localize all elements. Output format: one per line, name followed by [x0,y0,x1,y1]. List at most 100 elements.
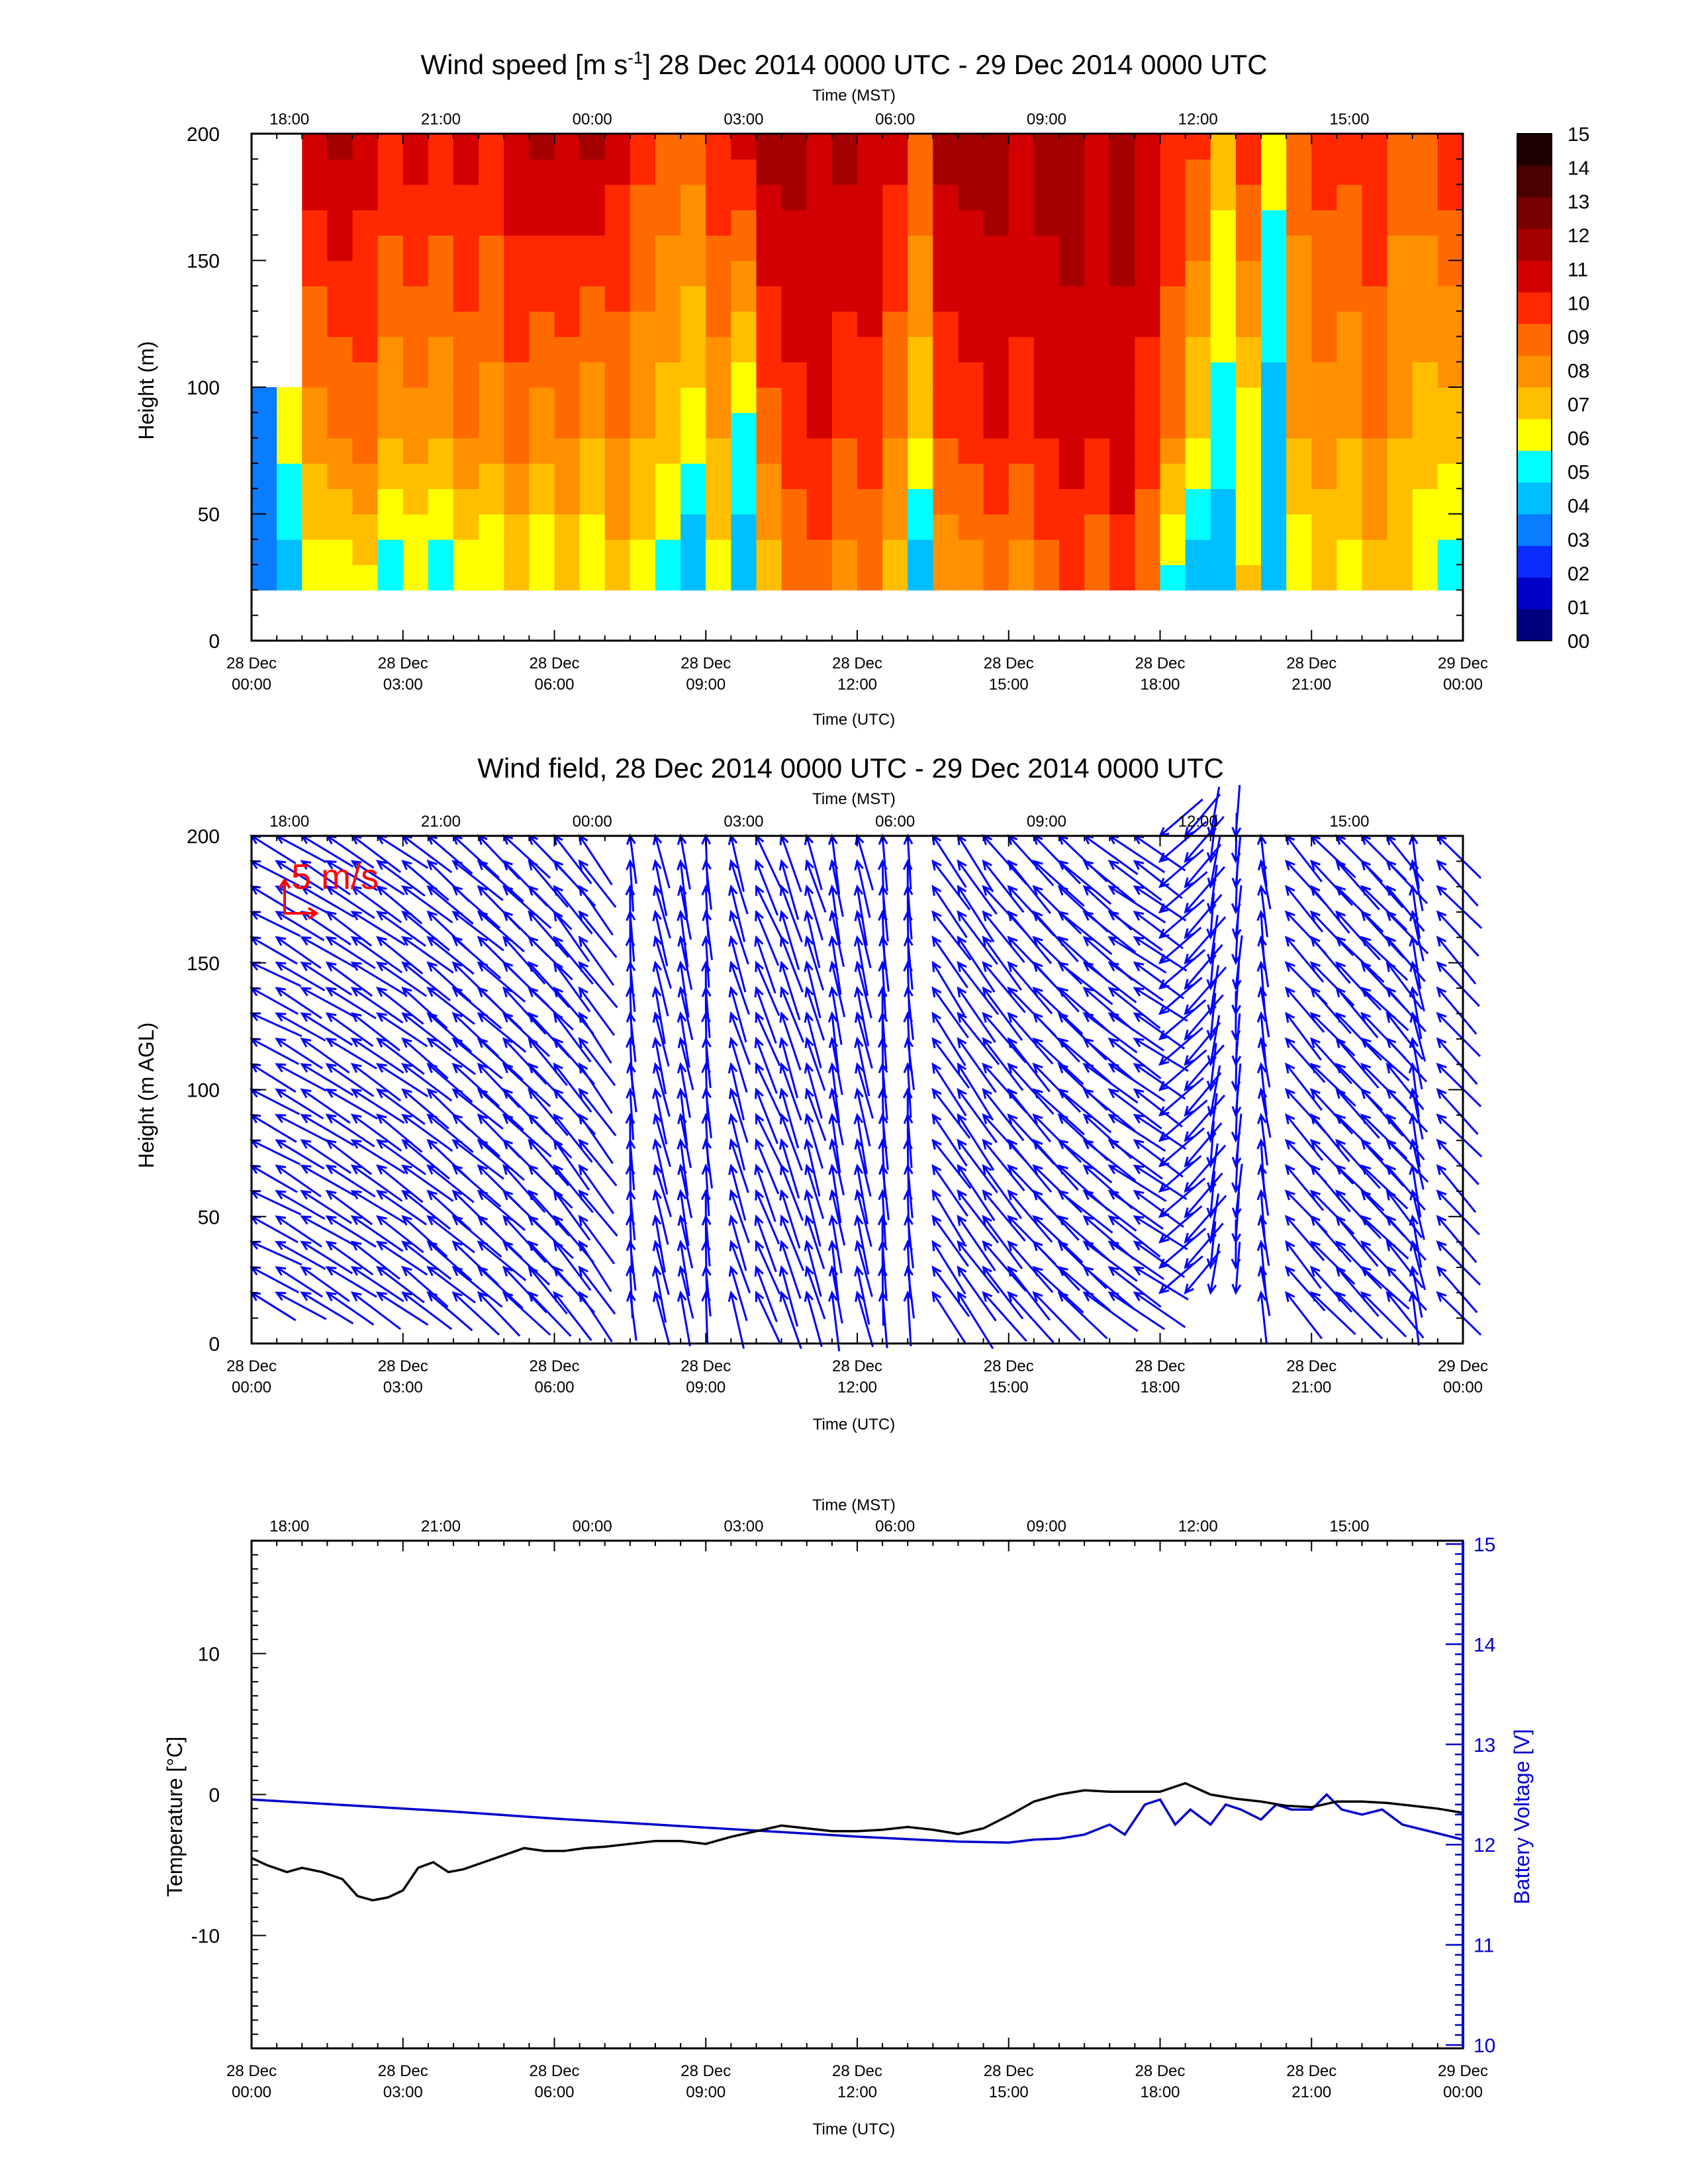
heatmap-cell [554,235,581,261]
wind-vector-head [375,961,387,972]
heatmap-cell [1109,488,1136,515]
wind-vector-head [528,1240,538,1251]
heatmap-cell [1109,463,1136,489]
wind-vector [780,1165,804,1221]
heatmap-cell [377,488,404,515]
wind-vector [1084,962,1137,1003]
wind-vector-head [982,1265,992,1277]
wind-vector [1159,927,1202,964]
heatmap-cell [1261,134,1287,160]
heatmap-cell [1008,209,1035,236]
wind-vector [755,1089,779,1144]
wind-vector [1209,1093,1218,1141]
wind-vector-head [904,1265,914,1277]
wind-vector-head [652,909,662,922]
wind-vector-head [652,1290,663,1302]
heatmap-cell [1261,260,1287,287]
heatmap-cell [731,565,757,591]
heatmap-cell [756,285,782,312]
wind-vector [1436,1089,1479,1135]
wind-vector [1084,1241,1138,1282]
wind-vector-head [779,1291,789,1302]
heatmap-cell [402,184,429,210]
wind-vector [1008,1140,1053,1193]
wind-vector [932,1013,966,1066]
wind-vector [326,1215,377,1248]
wind-vector-head [804,1240,814,1251]
heatmap-cell [352,387,379,414]
wind-vector [780,1242,802,1299]
wind-vector [301,1089,351,1124]
heatmap-cell [1109,285,1136,312]
wind-vector-head [1310,1113,1321,1124]
wind-vector-head [325,1012,337,1023]
heatmap-cell [781,209,808,236]
wind-vector-head [828,1214,839,1226]
wind-vector-head [275,962,287,972]
heatmap-cell [1084,463,1111,489]
wind-vector-head [350,961,362,972]
x-tick-label-day: 28 Dec [226,1357,277,1375]
wind-vector-head [1032,986,1043,997]
heatmap-cell [327,285,353,312]
heatmap-cell [1412,209,1438,236]
wind-vector-head [651,1036,662,1048]
heatmap-cell [1362,209,1388,236]
wind-vector-head [426,1291,438,1302]
wind-vector [1184,1094,1226,1142]
heatmap-cell [1235,463,1262,489]
wind-vector [352,1038,404,1074]
wind-vector-head [1310,885,1321,896]
heatmap-cell [630,134,656,160]
wind-vector [377,860,426,897]
wind-vector-head [325,1113,337,1124]
wind-vector-head [1309,859,1321,871]
wind-vector [1033,1013,1080,1063]
wind-vector-head [325,961,337,972]
heatmap-cell [731,539,757,565]
wind-vector-head [982,910,992,922]
wind-vector [579,1089,617,1136]
wind-vector-head [1207,1004,1217,1016]
wind-vector [755,1064,782,1116]
heatmap-cell [479,539,505,565]
wind-vector [629,1038,633,1090]
wind-vector [629,1165,632,1218]
heatmap-cell [252,514,277,540]
wind-vector-head [1107,1240,1119,1251]
heatmap-cell [706,209,732,236]
wind-vector [982,911,1025,963]
heatmap-cell [579,412,606,439]
wind-vector-head [451,1189,463,1201]
heatmap-cell [831,134,858,160]
heatmap-cell [1311,235,1338,261]
wind-vector [1159,871,1208,913]
wind-vector-head [1057,910,1068,921]
plot-frame [250,1539,1464,2050]
wind-vector [1209,1193,1220,1242]
wind-vector [780,860,800,920]
wind-vector [881,1267,884,1326]
wind-vector-head [350,987,362,997]
heatmap-cell [882,463,909,489]
x2-tick-label: 09:00 [1027,1518,1066,1535]
wind-vector-head [1107,1291,1119,1302]
scale-arrow-head-up [278,878,291,889]
wind-vector [579,835,613,886]
wind-vector [251,1063,297,1093]
heatmap-cell [479,260,505,287]
heatmap-cell [781,387,808,414]
x-tick-label-day: 28 Dec [529,655,579,672]
wind-vector [1361,1038,1410,1081]
heatmap-cell [479,565,505,591]
x-tick-label-time: 18:00 [1140,676,1180,694]
heatmap-cell [504,488,530,515]
wind-vector-head [1360,1037,1372,1048]
heatmap-cell [908,260,934,287]
wind-vector-head [804,859,814,871]
wind-vector [654,1089,668,1145]
heatmap-cell [428,488,454,515]
colorbar-swatch [1517,577,1552,610]
wind-vector-head [804,1062,814,1074]
heatmap-cell [933,488,959,515]
